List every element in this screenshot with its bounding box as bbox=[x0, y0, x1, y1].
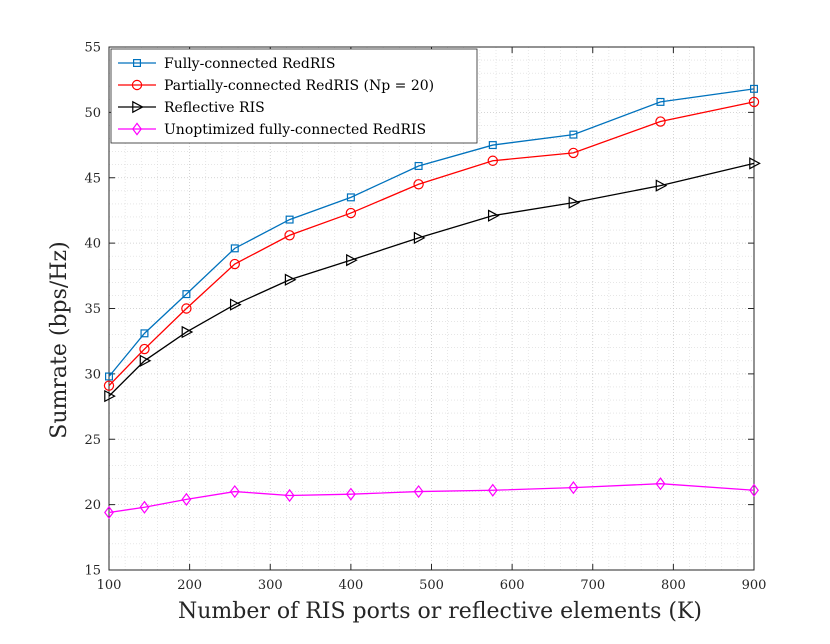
y-tick-label: 30 bbox=[84, 367, 101, 382]
data-point bbox=[568, 481, 579, 495]
series-line bbox=[108, 483, 755, 514]
data-point bbox=[140, 329, 149, 338]
data-point bbox=[182, 290, 191, 299]
series-4 bbox=[104, 477, 759, 520]
data-point bbox=[284, 488, 295, 503]
data-point bbox=[139, 500, 150, 514]
data-point bbox=[413, 231, 426, 245]
legend-marker bbox=[131, 79, 143, 91]
data-point bbox=[229, 298, 242, 311]
data-point bbox=[181, 492, 192, 506]
series-line bbox=[108, 88, 755, 377]
legend-entry-2: Partially-connected RedRIS (Np = 20) bbox=[118, 78, 434, 94]
legend-label: Fully-connected RedRIS bbox=[164, 56, 336, 72]
data-point bbox=[568, 196, 581, 209]
series-1 bbox=[104, 84, 758, 381]
series-group bbox=[103, 84, 761, 520]
y-tick-label: 25 bbox=[84, 433, 101, 448]
data-point bbox=[139, 354, 152, 367]
data-point bbox=[748, 96, 760, 108]
data-point bbox=[345, 207, 357, 219]
data-point bbox=[487, 483, 498, 497]
series-3 bbox=[104, 157, 761, 403]
data-point bbox=[413, 484, 424, 499]
series-2 bbox=[103, 96, 760, 391]
x-tick-label: 100 bbox=[97, 578, 122, 593]
y-tick-label: 40 bbox=[84, 237, 101, 252]
legend-entry-4: Unoptimized fully-connected RedRIS bbox=[118, 122, 426, 138]
y-tick-label: 20 bbox=[84, 498, 101, 513]
x-tick-label: 200 bbox=[177, 578, 202, 593]
x-tick-label: 500 bbox=[419, 578, 444, 593]
data-point bbox=[413, 179, 424, 190]
data-point bbox=[749, 84, 758, 93]
y-tick-label: 15 bbox=[84, 564, 101, 579]
legend-marker bbox=[133, 58, 142, 67]
data-point bbox=[181, 303, 192, 314]
x-axis-label: Number of RIS ports or reflective elemen… bbox=[178, 599, 702, 624]
legend-box bbox=[110, 48, 478, 144]
data-point bbox=[749, 483, 759, 497]
y-tick-label: 35 bbox=[84, 302, 101, 317]
data-point bbox=[230, 244, 239, 253]
y-axis-label: Sumrate (bps/Hz) bbox=[47, 241, 72, 438]
data-point bbox=[655, 477, 666, 491]
legend-label: Reflective RIS bbox=[164, 100, 265, 116]
ticks: 100 200 300 400 500 600 700 800 900 15 20 25 30 35 40 4… bbox=[84, 41, 766, 594]
legend-label: Unoptimized fully-connected RedRIS bbox=[164, 122, 426, 138]
data-point bbox=[103, 380, 115, 391]
x-tick-label: 400 bbox=[338, 578, 363, 593]
data-point bbox=[345, 487, 356, 501]
legend-label: Partially-connected RedRIS (Np = 20) bbox=[164, 78, 434, 94]
y-tick-label: 50 bbox=[84, 106, 101, 121]
data-point bbox=[104, 372, 113, 381]
data-point bbox=[104, 505, 114, 520]
y-tick-label: 55 bbox=[84, 41, 101, 56]
series-line bbox=[108, 101, 755, 387]
data-point bbox=[285, 215, 294, 224]
legend-marker bbox=[132, 100, 144, 114]
data-point bbox=[139, 343, 150, 355]
series-line bbox=[108, 162, 755, 397]
legend: Fully-connected RedRIS Partially-connecte… bbox=[110, 48, 478, 144]
data-point bbox=[568, 147, 579, 159]
data-point bbox=[655, 116, 666, 127]
y-tick-label: 45 bbox=[84, 171, 101, 186]
data-point bbox=[569, 130, 578, 139]
data-point bbox=[229, 258, 240, 270]
x-tick-label: 900 bbox=[742, 578, 767, 593]
data-point bbox=[656, 97, 665, 106]
data-point bbox=[104, 389, 116, 403]
data-point bbox=[284, 230, 295, 241]
legend-marker bbox=[132, 122, 142, 136]
data-point bbox=[284, 273, 297, 286]
x-tick-label: 600 bbox=[500, 578, 525, 593]
data-point bbox=[229, 484, 240, 499]
data-point bbox=[346, 253, 358, 267]
data-point bbox=[749, 157, 761, 170]
x-tick-label: 800 bbox=[661, 578, 686, 593]
data-point bbox=[487, 155, 498, 166]
data-point bbox=[487, 209, 500, 222]
data-point bbox=[346, 193, 355, 202]
data-point bbox=[181, 325, 194, 339]
legend-entry-1: Fully-connected RedRIS bbox=[118, 56, 336, 72]
legend-entry-3: Reflective RIS bbox=[118, 100, 265, 116]
x-tick-label: 300 bbox=[258, 578, 283, 593]
data-point bbox=[414, 161, 423, 170]
data-point bbox=[488, 141, 497, 150]
x-tick-label: 700 bbox=[580, 578, 605, 593]
data-point bbox=[655, 179, 668, 192]
